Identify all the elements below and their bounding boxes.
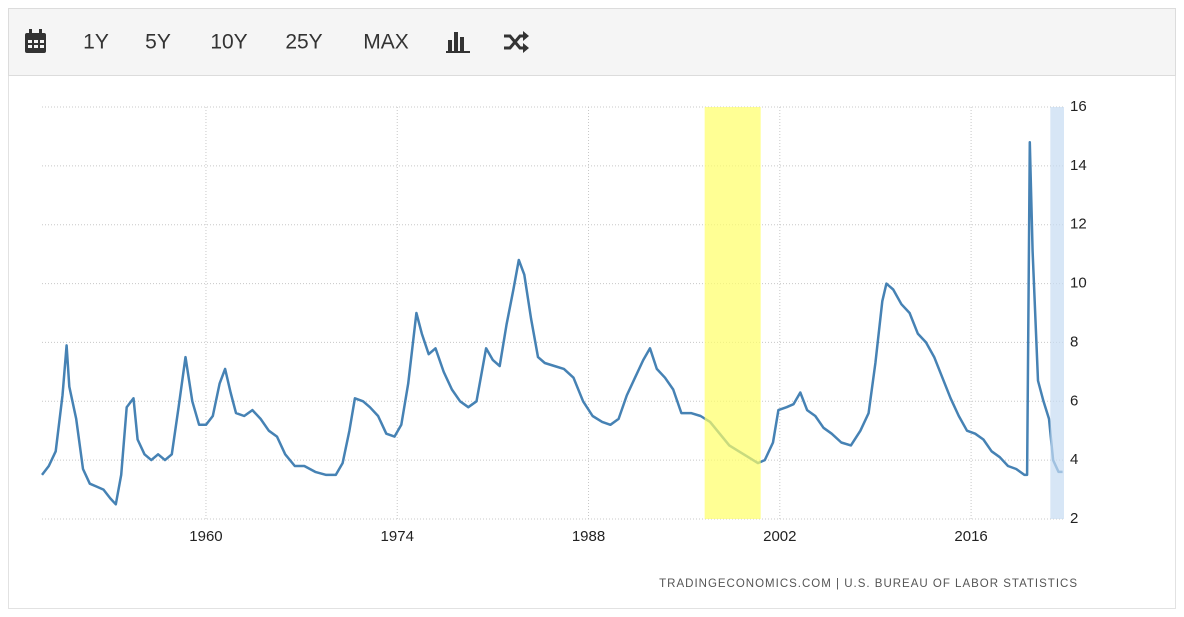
calendar-icon[interactable] <box>25 29 46 53</box>
shuffle-icon[interactable] <box>504 31 529 53</box>
bar-chart-icon[interactable] <box>446 32 470 53</box>
range-button[interactable]: MAX <box>363 31 409 54</box>
y-tick-label: 10 <box>1070 275 1087 292</box>
y-tick-label: 12 <box>1070 216 1087 233</box>
data-line <box>41 141 1063 506</box>
highlight-band <box>1050 107 1064 519</box>
y-tick-label: 4 <box>1070 451 1078 468</box>
y-tick-label: 16 <box>1070 98 1087 115</box>
y-tick-label: 14 <box>1070 157 1087 174</box>
panel <box>8 8 1176 609</box>
range-button[interactable]: 10Y <box>210 31 247 54</box>
range-button[interactable]: 1Y <box>83 31 109 54</box>
range-button[interactable]: 5Y <box>145 31 171 54</box>
x-tick-label: 1960 <box>189 528 222 545</box>
source-note: TRADINGECONOMICS.COM | U.S. BUREAU OF LA… <box>659 578 1078 590</box>
x-tick-label: 1988 <box>572 528 605 545</box>
toolbar <box>8 8 1176 76</box>
x-tick-label: 1974 <box>381 528 414 545</box>
y-tick-label: 8 <box>1070 333 1078 350</box>
highlight-band <box>704 107 761 519</box>
y-tick-label: 6 <box>1070 392 1078 409</box>
y-tick-label: 2 <box>1070 510 1078 527</box>
x-tick-label: 2002 <box>763 528 796 545</box>
x-tick-label: 2016 <box>954 528 987 545</box>
range-button[interactable]: 25Y <box>285 31 322 54</box>
